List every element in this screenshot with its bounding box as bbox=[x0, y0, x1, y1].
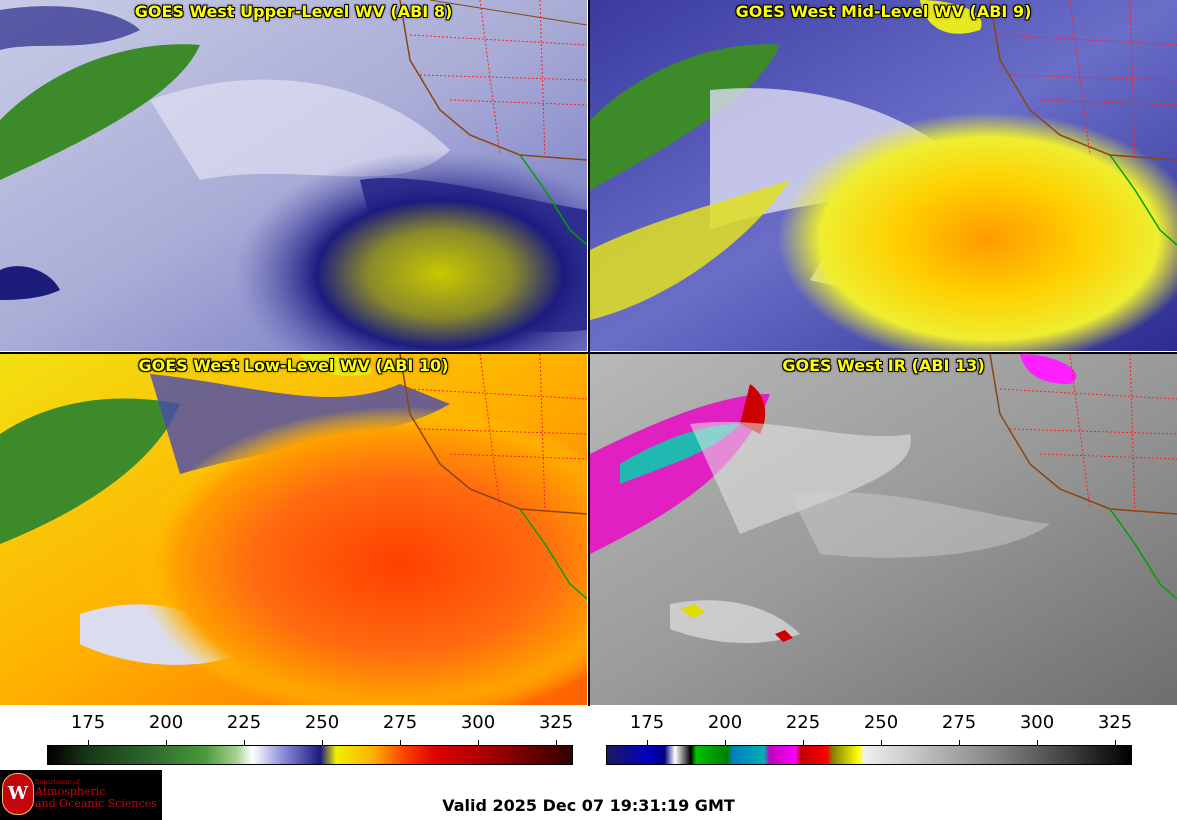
panel-divider-horizontal bbox=[0, 352, 1177, 354]
panel-title: GOES West Mid-Level WV (ABI 9) bbox=[735, 2, 1032, 21]
tick-label: 175 bbox=[629, 712, 665, 733]
tick-mark bbox=[959, 740, 960, 746]
logo-line1: Atmospheric bbox=[35, 785, 106, 798]
ir-panel: GOES West IR (ABI 13) bbox=[590, 354, 1177, 705]
tick-label: 300 bbox=[460, 712, 496, 733]
ir-image bbox=[590, 354, 1177, 705]
upper-level-wv-panel: GOES West Upper-Level WV (ABI 8) bbox=[0, 0, 587, 351]
logo-line2: and Oceanic Sciences bbox=[35, 797, 157, 810]
tick-mark bbox=[166, 740, 167, 746]
tick-label: 200 bbox=[707, 712, 743, 733]
tick-mark bbox=[88, 740, 89, 746]
tick-label: 325 bbox=[538, 712, 574, 733]
tick-mark bbox=[647, 740, 648, 746]
ir-colorbar-ticks: 175 200 225 250 275 300 325 bbox=[606, 712, 1133, 746]
wv-colorbar bbox=[47, 745, 573, 765]
tick-mark bbox=[881, 740, 882, 746]
tick-label: 200 bbox=[148, 712, 184, 733]
uw-seal-icon: W bbox=[2, 773, 34, 815]
wv-colorbar-ticks: 175 200 225 250 275 300 325 bbox=[47, 712, 574, 746]
tick-mark bbox=[478, 740, 479, 746]
panel-title: GOES West Low-Level WV (ABI 10) bbox=[138, 356, 449, 375]
tick-mark bbox=[400, 740, 401, 746]
tick-mark bbox=[803, 740, 804, 746]
tick-label: 175 bbox=[70, 712, 106, 733]
tick-label: 275 bbox=[941, 712, 977, 733]
panel-title: GOES West IR (ABI 13) bbox=[782, 356, 985, 375]
panel-title: GOES West Upper-Level WV (ABI 8) bbox=[134, 2, 453, 21]
tick-mark bbox=[556, 740, 557, 746]
low-level-wv-image bbox=[0, 354, 587, 705]
tick-label: 325 bbox=[1097, 712, 1133, 733]
upper-level-wv-image bbox=[0, 0, 587, 351]
tick-label: 275 bbox=[382, 712, 418, 733]
seal-letter: W bbox=[7, 783, 29, 804]
tick-mark bbox=[322, 740, 323, 746]
tick-label: 300 bbox=[1019, 712, 1055, 733]
tick-label: 225 bbox=[785, 712, 821, 733]
tick-label: 250 bbox=[304, 712, 340, 733]
tick-mark bbox=[725, 740, 726, 746]
mid-level-wv-image bbox=[590, 0, 1177, 351]
tick-mark bbox=[1037, 740, 1038, 746]
valid-time-label: Valid 2025 Dec 07 19:31:19 GMT bbox=[442, 796, 735, 815]
tick-mark bbox=[244, 740, 245, 746]
tick-label: 225 bbox=[226, 712, 262, 733]
tick-label: 250 bbox=[863, 712, 899, 733]
mid-level-wv-panel: GOES West Mid-Level WV (ABI 9) bbox=[590, 0, 1177, 351]
tick-mark bbox=[1115, 740, 1116, 746]
logo-dept-text: Department of bbox=[35, 779, 80, 786]
uw-aos-logo: W Department of Atmospheric and Oceanic … bbox=[0, 770, 162, 820]
logo-aos-text: Atmospheric and Oceanic Sciences bbox=[35, 786, 157, 810]
ir-colorbar bbox=[606, 745, 1132, 765]
low-level-wv-panel: GOES West Low-Level WV (ABI 10) bbox=[0, 354, 587, 705]
